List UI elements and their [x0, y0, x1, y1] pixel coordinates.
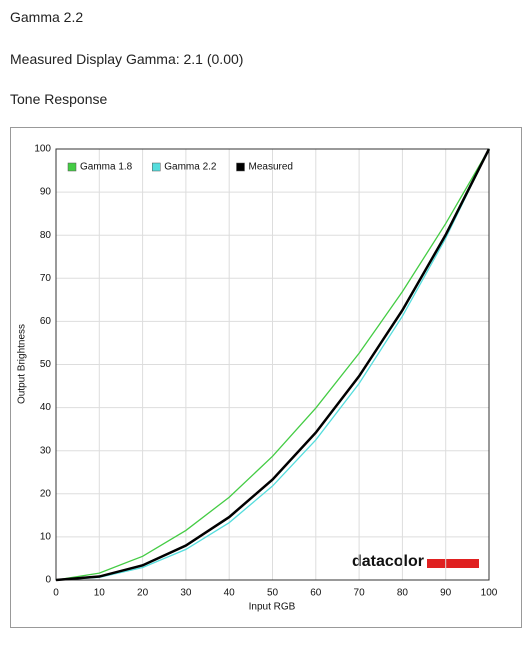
y-tick-label: 0 — [45, 575, 51, 586]
x-tick-label: 20 — [137, 588, 149, 599]
x-tick-label: 70 — [354, 588, 366, 599]
line-series — [55, 148, 491, 582]
y-tick-label: 40 — [40, 402, 52, 413]
legend-swatch — [152, 162, 161, 172]
legend-label: Gamma 2.2 — [164, 162, 217, 173]
x-tick-label: 100 — [481, 588, 498, 599]
y-tick-label: 10 — [40, 532, 52, 543]
y-tick-label: 20 — [40, 488, 52, 499]
legend-swatch — [236, 162, 245, 172]
y-axis-label: Output Brightness — [17, 324, 28, 404]
page-title: Gamma 2.2 — [10, 9, 84, 25]
chart-frame — [10, 127, 522, 628]
y-tick-label: 100 — [34, 144, 51, 155]
legend-label: Measured — [249, 162, 293, 173]
x-tick-label: 80 — [397, 588, 409, 599]
x-tick-label: 0 — [53, 588, 59, 599]
x-tick-label: 10 — [94, 588, 106, 599]
line-series — [55, 148, 490, 581]
section-title: Tone Response — [10, 91, 108, 107]
x-tick-label: 50 — [267, 588, 279, 599]
plot-frame — [55, 148, 490, 581]
x-axis-label: Input RGB — [249, 602, 296, 613]
logo-bar — [427, 559, 479, 568]
x-tick-label: 60 — [310, 588, 322, 599]
x-tick-label: 40 — [224, 588, 236, 599]
y-tick-label: 70 — [40, 273, 52, 284]
legend-swatch — [67, 162, 77, 172]
line-series — [55, 148, 490, 581]
legend-label: Gamma 1.8 — [80, 162, 133, 173]
y-tick-label: 90 — [40, 187, 52, 198]
y-tick-label: 50 — [40, 359, 52, 370]
y-tick-label: 60 — [40, 316, 52, 327]
y-tick-label: 80 — [40, 230, 52, 241]
x-tick-label: 30 — [180, 588, 192, 599]
logo: datacolor — [352, 553, 424, 570]
measured-gamma: Measured Display Gamma: 2.1 (0.00) — [10, 51, 244, 67]
x-tick-label: 90 — [440, 588, 452, 599]
y-tick-label: 30 — [40, 445, 52, 456]
